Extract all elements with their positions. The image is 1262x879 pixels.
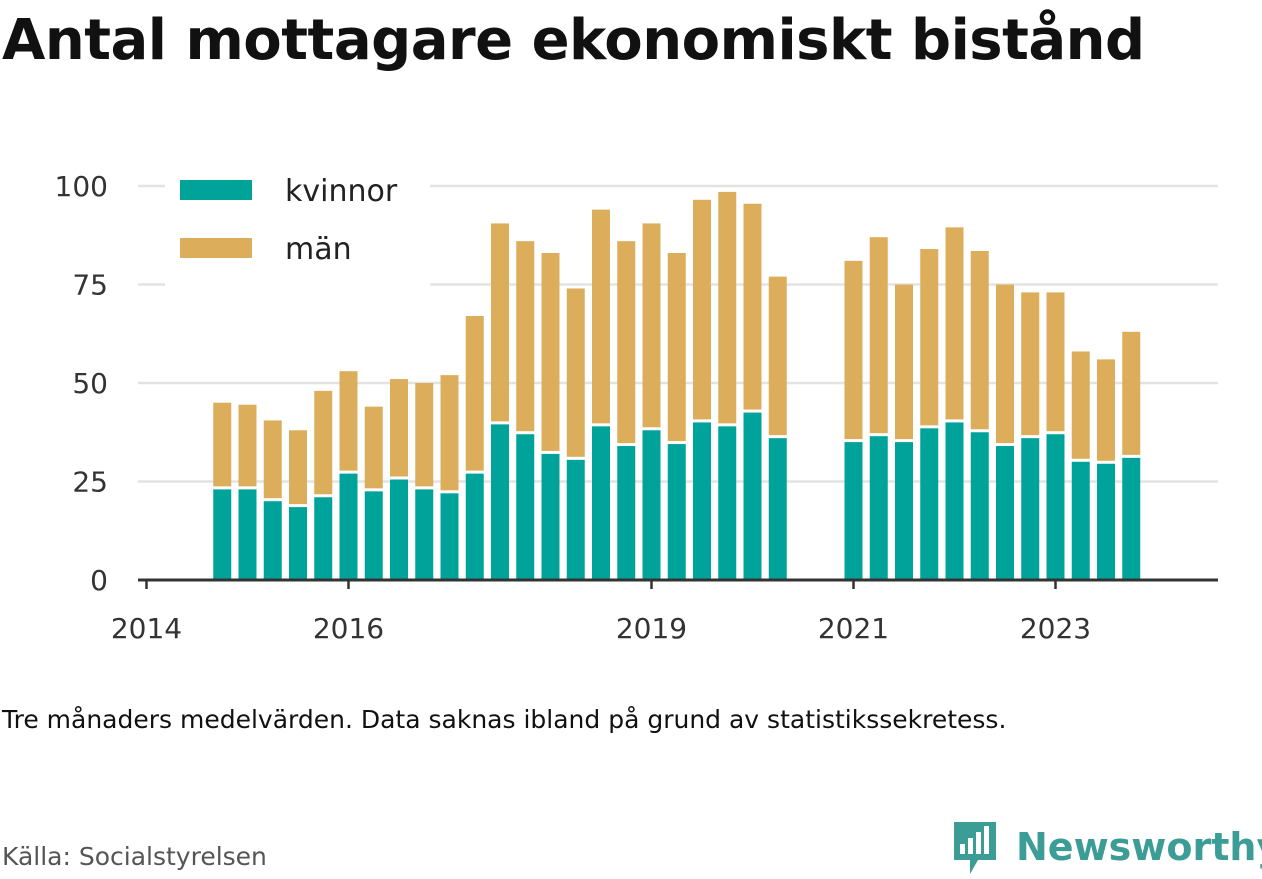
bar-man-2021-Q3 [895,284,913,440]
bar-kvinnor-2017-Q3 [491,424,509,580]
bar-man-2018-Q1 [541,252,560,451]
bar-man-2023-Q1 [1046,292,1065,432]
legend-label-kvinnor: kvinnor [285,174,398,209]
bar-man-2021-Q2 [869,237,888,434]
bar-kvinnor-2023-Q2 [1071,461,1090,580]
bar-man-2019-Q2 [667,252,686,442]
legend-label-man: män [285,232,352,267]
bar-kvinnor-2016-Q4 [415,489,434,580]
brand-name: Newsworthy [1016,825,1262,869]
bar-man-2020-Q2 [768,276,787,436]
bar-kvinnor-2015-Q4 [314,497,333,580]
bar-man-2018-Q4 [617,241,636,444]
bar-man-2018-Q2 [566,288,585,457]
bar-man-2019-Q4 [718,191,737,424]
bar-kvinnor-2021-Q2 [869,436,888,580]
bar-man-2016-Q3 [390,379,408,477]
bar-kvinnor-2022-Q3 [996,446,1014,580]
bar-man-2016-Q1 [339,371,358,471]
y-tick-label-50: 50 [72,367,108,400]
x-tick-label-2016: 2016 [313,612,384,645]
bar-man-2017-Q3 [491,223,509,422]
bar-kvinnor-2018-Q1 [541,453,560,580]
y-tick-label-25: 25 [72,466,108,499]
bar-man-2019-Q3 [693,199,711,420]
bar-man-2015-Q3 [289,430,307,505]
bars [213,191,1141,580]
bar-kvinnor-2018-Q3 [592,426,610,580]
bar-kvinnor-2021-Q4 [920,428,939,580]
source-label: Källa: Socialstyrelsen [2,842,267,871]
chart-title: Antal mottagare ekonomiskt bistånd [2,8,1145,73]
bar-man-2021-Q1 [844,260,863,440]
bar-kvinnor-2020-Q1 [743,412,762,580]
bar-man-2017-Q4 [516,241,535,432]
axes: 0 25 50 75 100 2014 2016 2019 2021 2023 [55,170,1218,645]
bar-man-2017-Q2 [465,316,484,471]
bar-man-2023-Q2 [1071,351,1090,459]
bar-kvinnor-2022-Q4 [1021,438,1040,580]
legend: kvinnor män [165,168,430,288]
bar-man-2015-Q4 [314,390,333,495]
bar-man-2014-Q4 [213,402,232,487]
bar-kvinnor-2015-Q2 [263,501,282,580]
bar-kvinnor-2023-Q3 [1097,463,1115,580]
bar-man-2022-Q1 [945,227,964,420]
legend-swatch-kvinnor [180,180,252,200]
bar-kvinnor-2023-Q4 [1122,457,1141,580]
bar-kvinnor-2022-Q2 [970,432,989,580]
x-tick-label-2019: 2019 [616,612,687,645]
bar-kvinnor-2019-Q4 [718,426,737,580]
bar-man-2016-Q2 [364,406,383,489]
bar-man-2019-Q1 [642,223,661,428]
bar-kvinnor-2018-Q4 [617,446,636,580]
bar-man-2023-Q3 [1097,359,1115,461]
bar-kvinnor-2017-Q2 [465,473,484,580]
chart-note: Tre månaders medelvärden. Data saknas ib… [2,705,1007,734]
y-tick-label-100: 100 [55,170,108,203]
y-tick-label-0: 0 [90,564,108,597]
stacked-bar-chart: 0 25 50 75 100 2014 2016 2019 2021 2023 kvinnor m… [55,168,1218,645]
bar-kvinnor-2014-Q4 [213,489,232,580]
newsworthy-logo: Newsworthy [950,818,1262,876]
bar-man-2020-Q1 [743,203,762,410]
bar-kvinnor-2015-Q1 [238,489,257,580]
legend-swatch-man [180,238,252,258]
x-tick-label-2023: 2023 [1020,612,1091,645]
bar-man-2015-Q1 [238,404,257,487]
bar-kvinnor-2023-Q1 [1046,434,1065,580]
bar-kvinnor-2016-Q2 [364,491,383,580]
bar-kvinnor-2022-Q1 [945,422,964,580]
bar-kvinnor-2019-Q1 [642,430,661,580]
bar-kvinnor-2021-Q1 [844,442,863,580]
bar-man-2017-Q1 [440,375,459,491]
bar-kvinnor-2019-Q2 [667,444,686,580]
bar-kvinnor-2021-Q3 [895,442,913,580]
bar-man-2022-Q3 [996,284,1014,444]
bar-kvinnor-2017-Q4 [516,434,535,580]
bar-man-2023-Q4 [1122,331,1141,455]
bar-kvinnor-2017-Q1 [440,493,459,580]
bar-kvinnor-2016-Q3 [390,479,408,580]
bar-man-2015-Q2 [263,420,282,499]
bar-man-2016-Q4 [415,383,434,487]
x-tick-label-2014: 2014 [111,612,182,645]
bar-man-2021-Q4 [920,249,939,426]
newsworthy-logo-icon [954,822,996,874]
y-tick-label-75: 75 [72,269,108,302]
bar-kvinnor-2020-Q2 [768,438,787,580]
bar-man-2022-Q2 [970,251,989,430]
bar-man-2022-Q4 [1021,292,1040,436]
bar-kvinnor-2015-Q3 [289,507,307,580]
bar-kvinnor-2016-Q1 [339,473,358,580]
x-tick-label-2021: 2021 [818,612,889,645]
bar-man-2018-Q3 [592,209,610,424]
bar-kvinnor-2019-Q3 [693,422,711,580]
bar-kvinnor-2018-Q2 [566,459,585,580]
